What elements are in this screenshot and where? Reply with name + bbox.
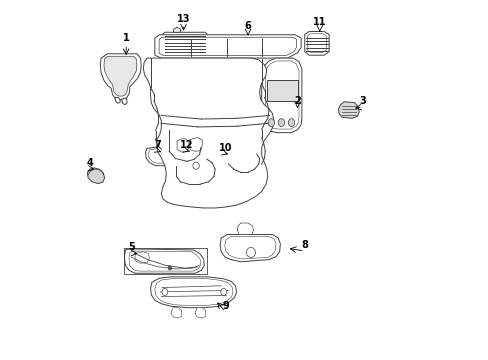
Polygon shape <box>171 308 182 318</box>
Polygon shape <box>224 237 276 259</box>
Ellipse shape <box>246 247 255 257</box>
Polygon shape <box>266 80 297 101</box>
Polygon shape <box>201 150 250 166</box>
Text: 11: 11 <box>312 17 326 27</box>
Text: 3: 3 <box>359 96 366 106</box>
Polygon shape <box>261 58 301 133</box>
Text: 7: 7 <box>154 140 161 150</box>
Polygon shape <box>87 168 104 184</box>
Polygon shape <box>159 37 296 55</box>
Ellipse shape <box>168 266 171 270</box>
Text: 6: 6 <box>244 21 251 31</box>
Polygon shape <box>173 27 180 32</box>
Polygon shape <box>100 54 141 100</box>
Text: 9: 9 <box>222 301 229 311</box>
Polygon shape <box>307 34 325 52</box>
Polygon shape <box>158 42 162 48</box>
Polygon shape <box>148 148 171 163</box>
Polygon shape <box>150 277 236 308</box>
Polygon shape <box>162 32 207 54</box>
Text: 10: 10 <box>219 143 232 153</box>
Text: 12: 12 <box>180 140 193 150</box>
Text: 5: 5 <box>128 242 135 252</box>
Polygon shape <box>124 249 204 273</box>
Text: 13: 13 <box>177 14 190 24</box>
Polygon shape <box>122 98 126 105</box>
Text: 2: 2 <box>294 96 300 106</box>
Polygon shape <box>338 102 359 118</box>
Ellipse shape <box>192 162 199 169</box>
Ellipse shape <box>267 119 274 127</box>
Polygon shape <box>190 138 202 151</box>
Polygon shape <box>135 252 149 263</box>
Ellipse shape <box>287 119 294 127</box>
Polygon shape <box>220 234 280 262</box>
Polygon shape <box>155 35 301 58</box>
Polygon shape <box>145 146 174 166</box>
Ellipse shape <box>221 288 226 296</box>
Polygon shape <box>175 147 199 163</box>
Ellipse shape <box>278 119 284 127</box>
Polygon shape <box>237 223 253 234</box>
Text: 4: 4 <box>86 158 93 168</box>
Text: 1: 1 <box>122 33 129 43</box>
Polygon shape <box>172 145 201 166</box>
Polygon shape <box>195 308 205 318</box>
Ellipse shape <box>162 288 167 296</box>
Polygon shape <box>104 56 137 96</box>
Polygon shape <box>198 148 253 168</box>
Polygon shape <box>265 61 298 129</box>
Polygon shape <box>155 279 233 306</box>
Text: 8: 8 <box>301 240 307 250</box>
Polygon shape <box>304 32 328 55</box>
Polygon shape <box>177 139 188 152</box>
Polygon shape <box>115 98 120 103</box>
Polygon shape <box>129 251 201 271</box>
Polygon shape <box>143 58 273 208</box>
